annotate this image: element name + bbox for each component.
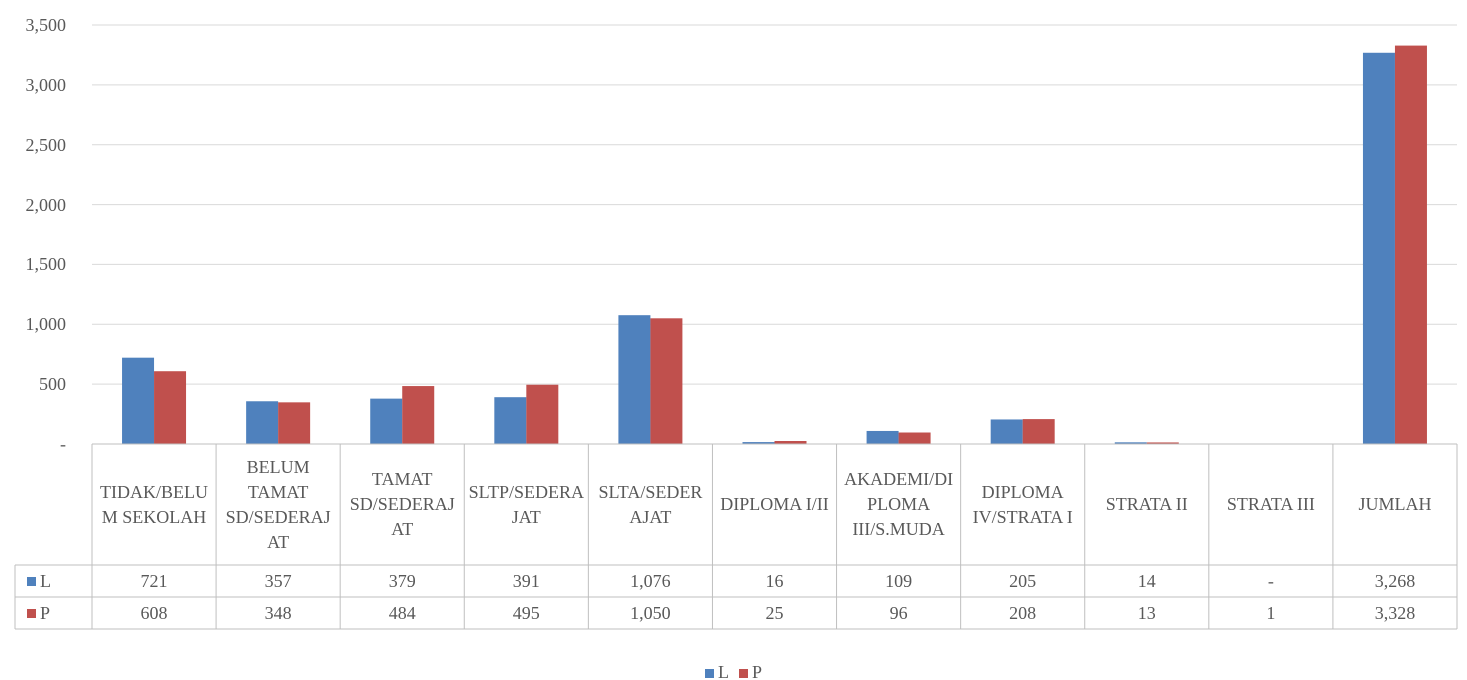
table-series-header: L — [15, 565, 92, 597]
legend-label: L — [717, 662, 729, 680]
bar — [774, 441, 807, 444]
table-value: 1,050 — [630, 602, 671, 623]
legend-key — [27, 576, 36, 586]
y-tick-label: 1,500 — [25, 254, 67, 275]
category-label: AKADEMI/DIPLOMA III/S.MUDA — [844, 469, 954, 539]
bar — [1146, 442, 1179, 444]
bar — [278, 402, 311, 444]
table-value: 379 — [388, 570, 416, 591]
legend-label: P — [751, 662, 762, 680]
table-value: 13 — [1137, 602, 1156, 623]
y-tick-label: 2,000 — [25, 194, 67, 215]
table-value: 25 — [765, 602, 784, 623]
bar — [1022, 419, 1055, 444]
table-value: 208 — [1009, 602, 1037, 623]
bar — [1394, 45, 1427, 445]
table-value: 3,328 — [1374, 602, 1416, 623]
bar — [1114, 442, 1147, 444]
category-label: DIPLOMA I/II — [720, 494, 829, 514]
bar — [402, 386, 435, 444]
table-value: 3,268 — [1374, 570, 1416, 591]
bar — [742, 442, 775, 444]
table-value: 16 — [765, 570, 784, 591]
bar — [650, 318, 683, 444]
y-tick-label: 2,500 — [25, 134, 67, 155]
bar — [618, 315, 651, 444]
category-label: SLTP/SEDERAJAT — [468, 481, 584, 527]
table-value: 391 — [512, 570, 540, 591]
table-value: 484 — [388, 602, 416, 623]
category-label: BELUM TAMAT SD/SEDERAJAT — [225, 456, 331, 552]
legend-key — [738, 669, 748, 678]
table-value: 348 — [264, 602, 292, 623]
table-value: 14 — [1137, 570, 1156, 591]
table-value: 357 — [264, 570, 292, 591]
table-series-header: P — [15, 597, 92, 629]
y-tick-label: 3,500 — [25, 15, 67, 35]
series-name: L — [40, 570, 51, 591]
table-value: 96 — [889, 602, 908, 623]
bar — [898, 432, 931, 444]
y-tick-label: - — [60, 434, 66, 454]
bar — [370, 398, 403, 444]
table-value: 608 — [140, 602, 168, 623]
category-label: STRATA II — [1105, 494, 1188, 514]
bar — [246, 401, 279, 444]
bar — [526, 384, 559, 444]
series-name: P — [40, 602, 51, 623]
y-tick-label: 3,000 — [25, 74, 67, 95]
table-value: 1,076 — [630, 570, 671, 591]
legend-key — [704, 669, 714, 678]
category-label: JUMLAH — [1358, 494, 1432, 514]
category-label: TAMAT SD/SEDERAJAT — [349, 469, 455, 539]
category-label: TIDAK/BELUM SEKOLAH — [100, 481, 209, 527]
table-value: 109 — [885, 570, 913, 591]
table-value: 721 — [140, 570, 168, 591]
bar — [990, 419, 1023, 444]
category-label: DIPLOMA IV/STRATA I — [972, 481, 1073, 527]
bar — [122, 357, 155, 444]
category-label: SLTA/SEDERAJAT — [598, 481, 703, 527]
table-value: 1 — [1266, 602, 1276, 623]
bar — [494, 397, 527, 444]
legend-key — [27, 608, 36, 618]
y-tick-label: 1,000 — [25, 314, 67, 335]
bar — [866, 430, 899, 444]
table-value: 205 — [1009, 570, 1037, 591]
bar — [154, 371, 187, 444]
bar — [1362, 52, 1395, 445]
y-tick-label: 500 — [39, 374, 66, 395]
table-value: 495 — [512, 602, 540, 623]
table-value: - — [1267, 570, 1274, 591]
category-label: STRATA III — [1226, 494, 1315, 514]
